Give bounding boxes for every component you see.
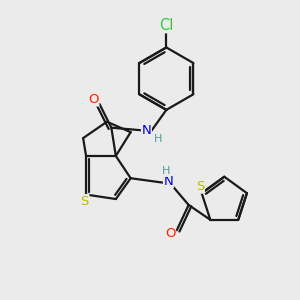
Text: S: S <box>196 180 204 193</box>
Text: H: H <box>162 167 170 176</box>
Text: N: N <box>142 124 151 137</box>
Text: H: H <box>154 134 162 144</box>
Text: Cl: Cl <box>159 18 173 33</box>
Text: O: O <box>165 227 175 240</box>
Text: S: S <box>80 195 89 208</box>
Text: O: O <box>88 93 99 106</box>
Text: N: N <box>164 175 173 188</box>
